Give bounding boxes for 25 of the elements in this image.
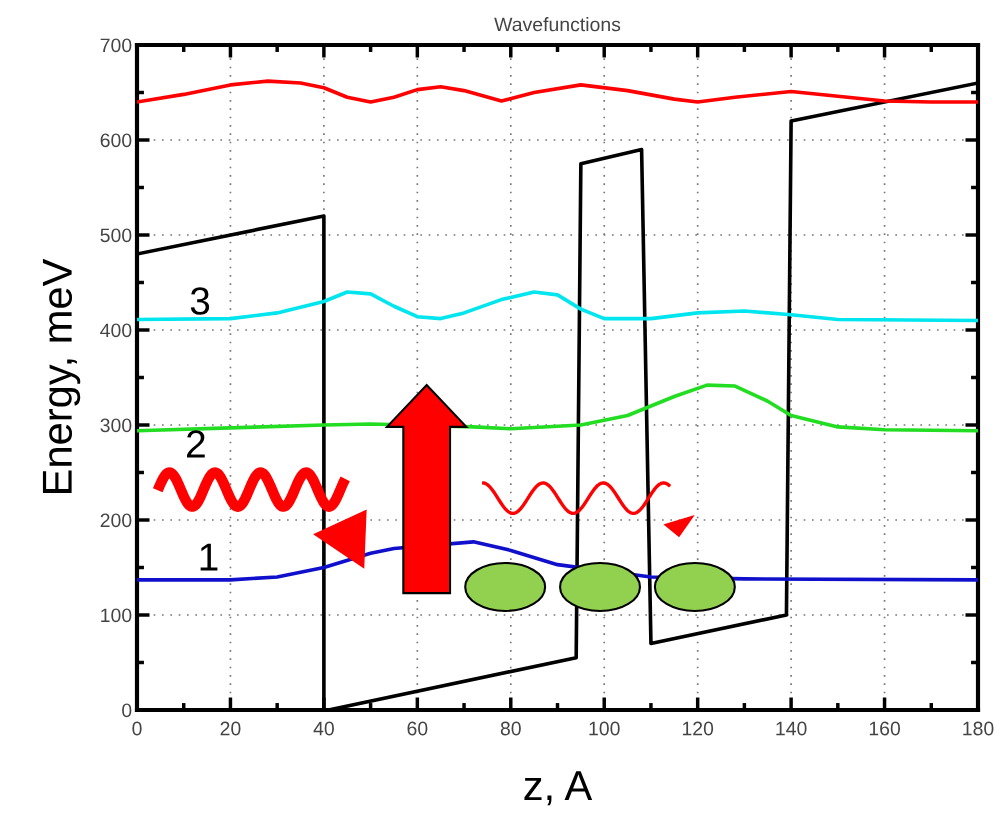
y-tick-label: 100 [101,608,132,623]
y-tick-label: 600 [100,133,132,148]
x-axis-title: z, A [524,771,593,806]
x-tick-label: 100 [589,721,620,736]
annotation: 1 [200,543,218,571]
line-series [137,79,978,104]
x-tick-label: 180 [963,721,994,736]
y-tick-label: 400 [100,323,132,338]
x-tick-label: 20 [220,721,241,736]
y-tick-label: 200 [100,513,132,528]
x-tick-label: 160 [869,721,901,736]
x-tick-label: 0 [132,721,142,736]
y-tick-label: 500 [100,228,132,243]
y-axis-title: Energy, meV [42,258,81,493]
y-tick-label: 0 [122,703,132,718]
annotation: 3 [190,287,210,315]
chart-title: Wavefunctions [494,17,621,32]
x-tick-label: 140 [776,721,807,736]
x-tick-label: 120 [682,721,714,736]
annotation: 2 [187,430,205,458]
y-tick-label: 700 [100,38,132,53]
x-tick-label: 60 [407,721,428,736]
y-tick-label: 300 [100,418,132,433]
x-tick-label: 40 [313,721,334,736]
x-tick-label: 80 [500,721,521,736]
